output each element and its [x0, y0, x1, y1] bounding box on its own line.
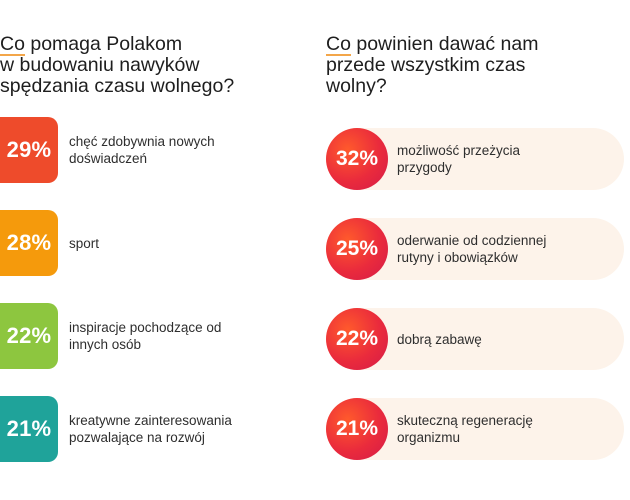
- percentage-circle: 32%: [326, 128, 388, 190]
- category-label-text: inspiracje pochodzące od innych osób: [69, 319, 221, 353]
- percentage-badge: 21%: [0, 396, 58, 462]
- percentage-badge: 29%: [0, 117, 58, 183]
- category-label: kreatywne zainteresowania pozwalające na …: [69, 396, 294, 462]
- category-label: sport: [69, 210, 294, 276]
- category-label: inspiracje pochodzące od innych osób: [69, 303, 294, 369]
- category-label: chęć zdobywnia nowych doświadczeń: [69, 117, 294, 183]
- category-label-line: rutyny i obowiązków: [397, 250, 518, 265]
- category-label-line: innych osób: [69, 337, 142, 352]
- right-title-line-3: wolny?: [326, 75, 387, 97]
- category-label-text: kreatywne zainteresowania pozwalające na …: [69, 412, 232, 446]
- category-label: oderwanie od codziennej rutyny i obowiązk…: [397, 218, 612, 280]
- category-label-line: możliwość przeżycia: [397, 143, 521, 158]
- category-label-text: możliwość przeżycia przygody: [397, 142, 520, 176]
- category-label-line: organizmu: [397, 430, 461, 445]
- percentage-circle: 25%: [326, 218, 388, 280]
- percentage-circle: 21%: [326, 398, 388, 460]
- category-label-line: sport: [69, 235, 100, 251]
- right-chart-title: Co powinien dawać nam przede wszystkim c…: [326, 34, 538, 97]
- left-chart-title: Co pomaga Polakom w budowaniu nawyków sp…: [0, 34, 234, 97]
- category-label-text: oderwanie od codziennej rutyny i obowiązk…: [397, 232, 546, 266]
- right-title-line-2: przede wszystkim czas: [326, 54, 526, 76]
- percentage-badge: 22%: [0, 303, 58, 369]
- right-chart-row: 22% dobrą zabawę: [326, 308, 624, 370]
- right-title-line-1: Co powinien dawać nam: [326, 33, 539, 55]
- left-chart-row: 21% kreatywne zainteresowania pozwalające …: [0, 396, 300, 462]
- right-chart-row: 25% oderwanie od codziennej rutyny i obowi…: [326, 218, 624, 280]
- left-title-line-3: spędzania czasu wolnego?: [0, 75, 235, 97]
- left-title-line-1: Co pomaga Polakom: [0, 33, 183, 55]
- category-label-line: przygody: [397, 160, 452, 175]
- category-label-line: pozwalające na rozwój: [69, 430, 205, 445]
- category-label-line: skuteczną regenerację: [397, 413, 533, 428]
- category-label-text: chęć zdobywnia nowych doświadczeń: [69, 133, 215, 167]
- category-label: dobrą zabawę: [397, 308, 612, 370]
- category-label-line: chęć zdobywnia nowych: [69, 134, 215, 149]
- category-label-text: dobrą zabawę: [397, 331, 482, 348]
- category-label-line: kreatywne zainteresowania: [69, 413, 232, 428]
- left-chart-row: 29% chęć zdobywnia nowych doświadczeń: [0, 117, 300, 183]
- percentage-badge: 28%: [0, 210, 58, 276]
- percentage-circle: 22%: [326, 308, 388, 370]
- category-label-line: inspiracje pochodzące od: [69, 320, 222, 335]
- title-first-word: Co: [326, 33, 351, 55]
- left-chart-row: 22% inspiracje pochodzące od innych osób: [0, 303, 300, 369]
- left-chart-row: 28% sport: [0, 210, 300, 276]
- title-first-word: Co: [0, 33, 25, 55]
- category-label-text: sport: [69, 235, 99, 252]
- right-chart-row: 32% możliwość przeżycia przygody: [326, 128, 624, 190]
- category-label-line: oderwanie od codziennej: [397, 233, 547, 248]
- category-label: możliwość przeżycia przygody: [397, 128, 612, 190]
- category-label-line: dobrą zabawę: [397, 331, 482, 347]
- category-label-text: skuteczną regenerację organizmu: [397, 412, 533, 446]
- left-title-line-2: w budowaniu nawyków: [0, 54, 200, 76]
- category-label-line: doświadczeń: [69, 151, 148, 166]
- category-label: skuteczną regenerację organizmu: [397, 398, 612, 460]
- right-chart-row: 21% skuteczną regenerację organizmu: [326, 398, 624, 460]
